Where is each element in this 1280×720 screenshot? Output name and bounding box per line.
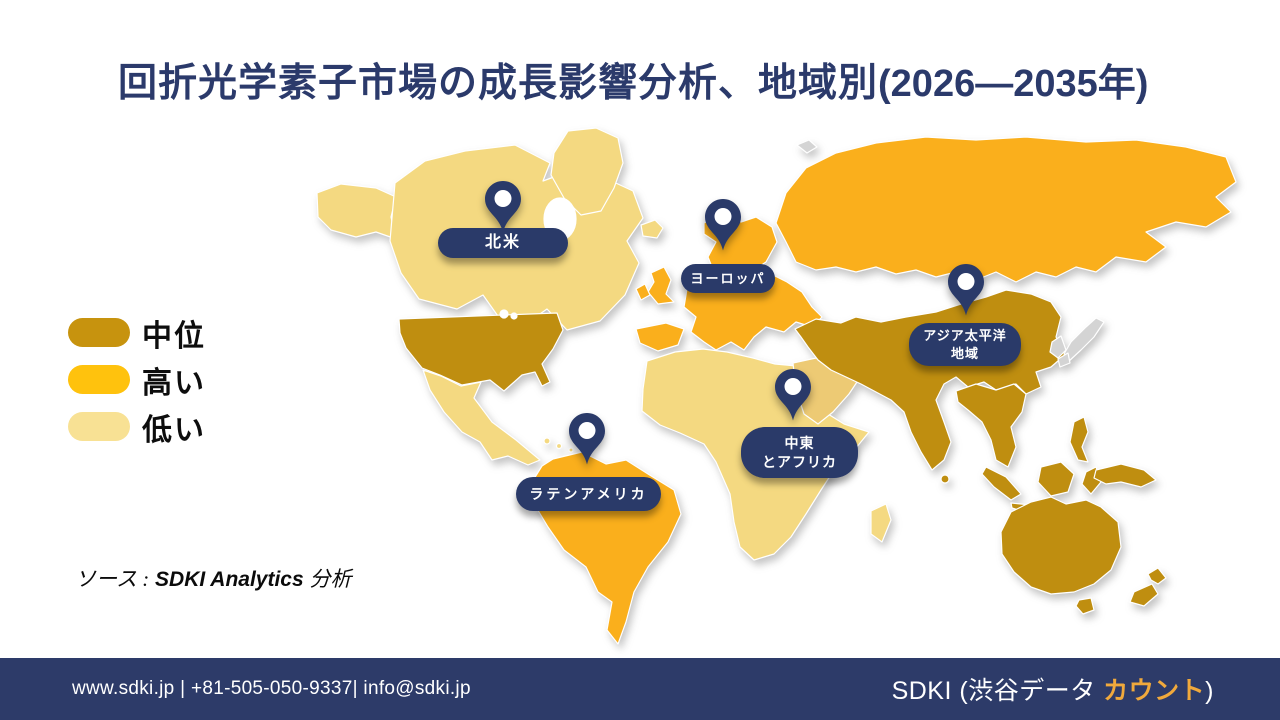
region-label-text: アジア太平洋 — [923, 327, 1007, 343]
region-uk — [647, 266, 675, 305]
region-label-text: とアフリカ — [762, 453, 837, 470]
region-japan — [1063, 317, 1105, 363]
region-new-zealand-south — [1129, 583, 1159, 607]
legend-row-high: 高い — [68, 365, 206, 400]
region-tasmania — [1075, 597, 1095, 615]
page-title-text: 回折光学素子市場の成長影響分析、地域別 — [118, 62, 879, 105]
region-label-text: 北米 — [484, 234, 521, 252]
region-caribbean — [568, 447, 574, 453]
footer-bar: www.sdki.jp | +81-505-050-9337| info@sdk… — [0, 658, 1280, 720]
world-map — [295, 123, 1240, 653]
region-mexico-central-america — [422, 369, 541, 466]
source-name: SDKI Analytics — [155, 568, 304, 591]
region-new-guinea — [1093, 463, 1157, 488]
map-pin-north-america — [484, 180, 522, 240]
region-label-text: ヨーロッパ — [690, 270, 766, 286]
region-svalbard — [796, 139, 818, 154]
map-pin-middle-east-africa — [774, 368, 812, 428]
great-lakes — [499, 309, 509, 319]
footer-brand: SDKI (渋谷データ カウント) — [892, 671, 1214, 707]
region-label-latin-america: ラテンアメリカ — [516, 477, 661, 511]
page-title: 回折光学素子市場の成長影響分析、地域別(2026—2035年) — [118, 52, 1148, 108]
legend-label-high: 高い — [142, 366, 206, 400]
legend-swatch-low — [68, 412, 130, 441]
region-label-north-america: 北米 — [438, 228, 568, 258]
region-sri-lanka — [940, 474, 950, 484]
footer-brand-close: ) — [1205, 677, 1214, 705]
region-sumatra — [981, 466, 1022, 501]
region-label-middle-east-africa: 中東 とアフリカ — [741, 427, 858, 478]
world-map-svg — [316, 127, 1237, 645]
region-caribbean — [543, 437, 551, 445]
location-pin-icon — [948, 264, 984, 316]
region-indochina — [955, 383, 1027, 468]
great-lakes — [510, 312, 518, 320]
legend-row-medium: 中位 — [68, 318, 206, 353]
region-philippines — [1069, 416, 1089, 463]
region-madagascar — [870, 503, 892, 543]
location-pin-icon — [705, 199, 741, 251]
region-iceland — [640, 219, 664, 239]
map-pin-asia-pacific — [947, 263, 985, 323]
footer-contact: www.sdki.jp | +81-505-050-9337| info@sdk… — [72, 678, 471, 699]
region-russia — [775, 136, 1237, 283]
region-label-text: 中東 — [784, 434, 815, 451]
region-korea — [1049, 335, 1067, 359]
source-note: ソース : SDKI Analytics 分析 — [75, 563, 352, 593]
location-pin-icon — [485, 181, 521, 233]
region-new-zealand-north — [1147, 567, 1167, 585]
source-prefix: ソース : — [75, 567, 150, 591]
legend: 中位 高い 低い — [68, 318, 206, 459]
region-borneo — [1037, 461, 1075, 497]
map-pin-europe — [704, 198, 742, 258]
region-iberia — [635, 322, 685, 352]
region-japan-kyushu — [1057, 352, 1071, 368]
region-alaska — [316, 183, 397, 240]
region-label-text: ラテンアメリカ — [529, 485, 648, 502]
legend-row-low: 低い — [68, 412, 206, 447]
footer-brand-prefix: SDKI (渋谷データ — [891, 677, 1104, 705]
map-pin-latin-america — [568, 412, 606, 472]
region-ireland — [635, 283, 651, 301]
footer-brand-accent: カウント — [1103, 677, 1206, 705]
legend-label-medium: 中位 — [142, 319, 206, 353]
location-pin-icon — [775, 369, 811, 421]
region-label-europe: ヨーロッパ — [681, 264, 775, 293]
region-label-asia-pacific: アジア太平洋 地域 — [909, 323, 1021, 366]
location-pin-icon — [569, 413, 605, 465]
region-caribbean — [555, 442, 563, 450]
legend-swatch-high — [68, 365, 130, 394]
page-title-period: (2026—2035年) — [878, 63, 1149, 105]
region-australia — [1000, 496, 1122, 595]
region-label-text: 地域 — [950, 345, 979, 361]
legend-label-low: 低い — [142, 413, 206, 447]
region-usa — [398, 312, 564, 392]
region-greenland — [550, 127, 624, 216]
source-suffix: 分析 — [309, 567, 352, 591]
legend-swatch-medium — [68, 318, 130, 347]
